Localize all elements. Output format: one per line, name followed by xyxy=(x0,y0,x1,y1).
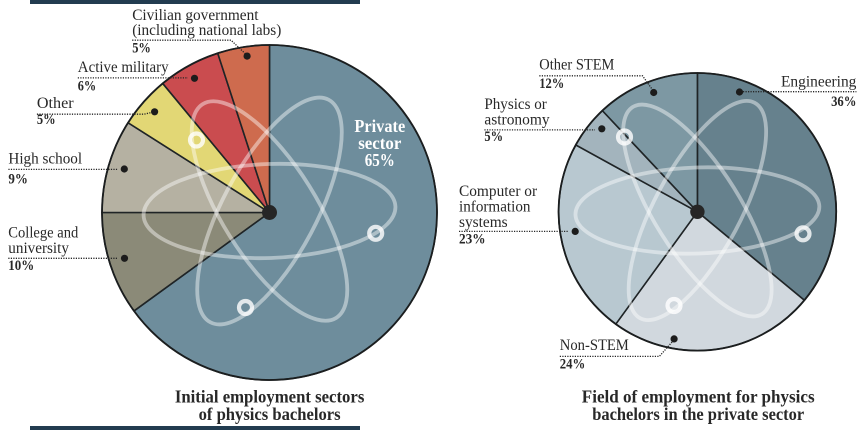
svg-text:5%: 5% xyxy=(37,111,56,128)
svg-text:Field of employment for physic: Field of employment for physics xyxy=(582,386,815,406)
svg-text:Other STEM: Other STEM xyxy=(539,57,614,74)
svg-text:23%: 23% xyxy=(459,231,486,248)
svg-text:College and: College and xyxy=(8,225,78,242)
svg-text:Other: Other xyxy=(37,95,74,112)
svg-text:65%: 65% xyxy=(365,150,395,170)
svg-text:9%: 9% xyxy=(8,170,28,187)
svg-text:sector: sector xyxy=(358,133,401,153)
svg-text:Non-STEM: Non-STEM xyxy=(560,337,629,354)
svg-text:of physics bachelors: of physics bachelors xyxy=(199,404,341,424)
svg-text:bachelors in the private secto: bachelors in the private sector xyxy=(592,404,804,424)
svg-text:6%: 6% xyxy=(78,78,96,95)
svg-text:astronomy: astronomy xyxy=(484,111,549,128)
svg-text:systems: systems xyxy=(459,214,508,231)
svg-text:Engineering: Engineering xyxy=(781,74,856,91)
svg-text:information: information xyxy=(459,198,531,215)
svg-text:10%: 10% xyxy=(8,257,34,274)
svg-text:5%: 5% xyxy=(484,128,503,145)
svg-text:Active military: Active military xyxy=(78,59,169,76)
svg-text:Computer or: Computer or xyxy=(459,183,538,200)
svg-text:university: university xyxy=(8,240,69,257)
svg-text:5%: 5% xyxy=(132,40,151,57)
svg-text:(including national labs): (including national labs) xyxy=(132,22,281,39)
svg-text:24%: 24% xyxy=(560,356,586,373)
svg-text:Civilian government: Civilian government xyxy=(132,7,259,24)
svg-text:High school: High school xyxy=(8,150,82,167)
svg-text:Initial employment sectors: Initial employment sectors xyxy=(175,386,365,406)
svg-text:Private: Private xyxy=(354,116,405,136)
svg-text:Physics or: Physics or xyxy=(484,96,547,113)
svg-text:36%: 36% xyxy=(831,93,856,110)
svg-text:12%: 12% xyxy=(539,75,564,92)
